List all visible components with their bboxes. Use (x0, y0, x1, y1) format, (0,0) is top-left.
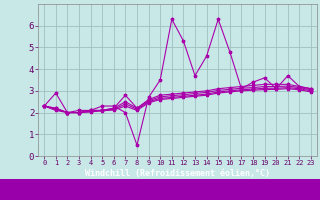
X-axis label: Windchill (Refroidissement éolien,°C): Windchill (Refroidissement éolien,°C) (85, 169, 270, 178)
